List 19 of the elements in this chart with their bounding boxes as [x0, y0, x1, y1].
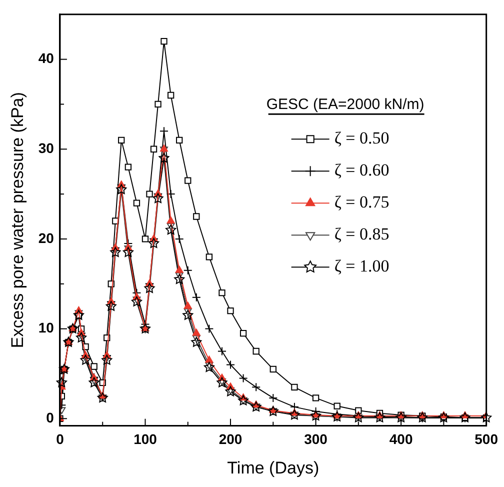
x-tick-label: 500 [474, 431, 498, 448]
legend-label: ζ = 0.60 [334, 160, 390, 180]
legend-title: GESC (EA=2000 kN/m) [266, 96, 424, 114]
y-tick-label: 30 [38, 140, 54, 156]
legend-label: ζ = 0.75 [334, 192, 390, 212]
x-tick-label: 400 [389, 431, 413, 448]
x-tick-label: 300 [304, 431, 328, 448]
y-tick-label: 40 [38, 50, 54, 66]
y-tick-label: 10 [38, 320, 54, 336]
x-tick-label: 100 [134, 431, 158, 448]
legend-label: ζ = 0.50 [334, 128, 390, 148]
y-tick-label: 20 [38, 230, 54, 246]
y-axis-title: Excess pore water pressure (kPa) [8, 92, 27, 348]
x-axis-title: Time (Days) [227, 458, 320, 478]
legend-label: ζ = 1.00 [334, 256, 390, 276]
x-tick-label: 0 [56, 431, 64, 448]
x-tick-label: 200 [218, 431, 242, 448]
y-tick-label: 0 [46, 409, 54, 426]
legend-label: ζ = 0.85 [334, 224, 390, 244]
